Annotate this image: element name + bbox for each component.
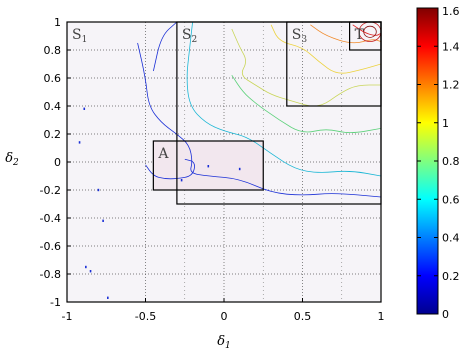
speck-2 <box>97 188 100 192</box>
y-tick-label: 0.2 <box>44 128 62 141</box>
colorbar-tick-label: 0 <box>442 308 449 321</box>
colorbar-tick-label: 1 <box>442 117 449 130</box>
colorbar-tick-label: 0.4 <box>442 232 460 245</box>
speck-9 <box>238 167 241 171</box>
y-tick-label: 0 <box>54 156 61 169</box>
speck-1 <box>83 107 86 110</box>
colorbar-tick-label: 0.8 <box>442 155 460 168</box>
speck-8 <box>207 165 210 168</box>
x-tick-label: -1 <box>62 310 73 323</box>
inner-contour-0 <box>363 25 377 38</box>
region-t-label: T <box>355 27 365 43</box>
speck-6 <box>85 265 87 269</box>
y-axis-label: δ2 <box>5 151 19 168</box>
contour-line-6 <box>270 24 381 74</box>
contour-line-4 <box>231 74 381 133</box>
speck-0 <box>78 141 81 144</box>
scatter-specks <box>78 107 241 299</box>
colorbar-tick-label: 1.4 <box>442 40 460 53</box>
contour-line-5 <box>231 28 381 107</box>
x-tick-label: 1 <box>378 310 385 323</box>
x-tick-label: 0 <box>221 310 228 323</box>
y-tick-label: -0.8 <box>40 268 61 281</box>
region-s1-label: S1 <box>72 27 87 45</box>
y-tick-label: -0.6 <box>40 240 61 253</box>
y-axis-ticks: 1 0.8 0.6 0.4 0.2 0 -0.2 -0.4 -0.6 -0.8 -1 <box>40 16 71 309</box>
region-a-label: A <box>157 146 169 162</box>
y-tick-label: -0.4 <box>40 212 61 225</box>
speck-4 <box>89 270 92 273</box>
speck-5 <box>107 296 109 299</box>
speck-3 <box>102 219 104 222</box>
contour-line-3 <box>186 22 381 177</box>
contour-line-1 <box>153 22 178 72</box>
contour-lines <box>137 22 381 198</box>
contour-line-8 <box>352 24 381 36</box>
y-tick-label: 1 <box>54 16 61 29</box>
region-s2-label: S2 <box>182 27 197 45</box>
colorbar-tick-label: 0.2 <box>442 270 460 283</box>
y-tick-label: 0.8 <box>44 44 62 57</box>
region-a-box <box>152 140 264 191</box>
y-tick-label: 0.4 <box>44 100 62 113</box>
y-tick-label: 0.6 <box>44 72 62 85</box>
y-tick-label: -1 <box>50 296 61 309</box>
x-axis-label: δ1 <box>217 334 231 351</box>
x-tick-label: 0.5 <box>294 310 312 323</box>
contour-line-7 <box>310 24 381 44</box>
grid-lines <box>67 22 381 302</box>
x-tick-label: -0.5 <box>135 310 156 323</box>
speck-7 <box>180 179 183 182</box>
contour-line-2 <box>145 158 195 180</box>
colorbar-tick-label: 1.6 <box>442 5 460 18</box>
region-s3-label: S3 <box>292 27 308 45</box>
x-axis-ticks: -1 -0.5 0 0.5 1 <box>62 298 385 323</box>
contour-line-0 <box>137 42 381 198</box>
colorbar-ticks: 0 0.2 0.4 0.6 0.8 1 1.2 1.4 1.6 <box>417 5 460 321</box>
colorbar-tick-label: 0.6 <box>442 193 460 206</box>
inner-contour-1 <box>358 22 381 42</box>
y-tick-label: -0.2 <box>40 184 61 197</box>
colorbar-tick-label: 1.2 <box>442 79 460 92</box>
